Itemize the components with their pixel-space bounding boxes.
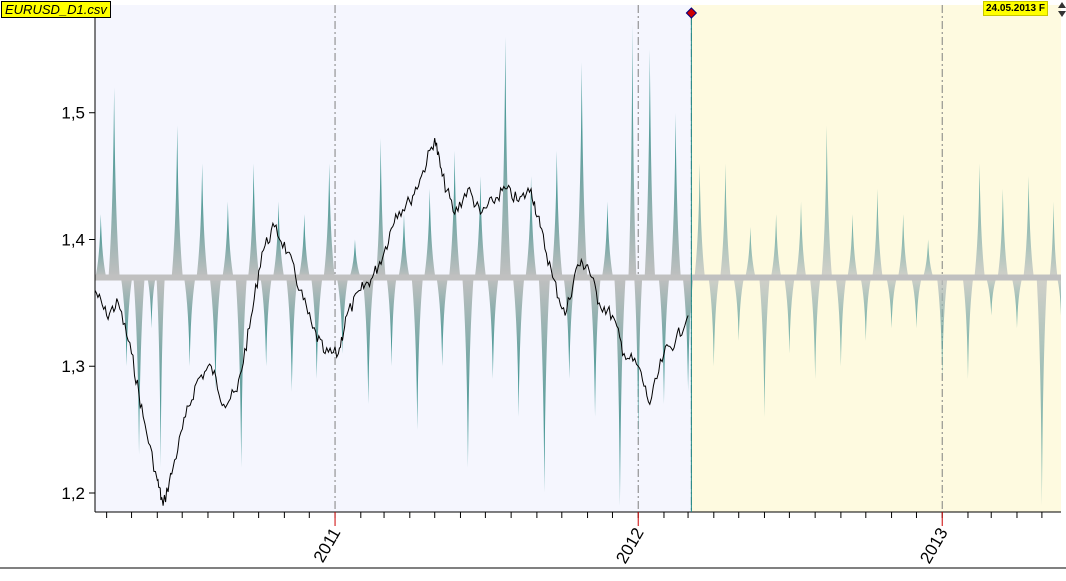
indicator-peak	[525, 176, 537, 278]
indicator-peak	[628, 24, 637, 278]
indicator-peak	[349, 239, 361, 278]
indicator-peak	[694, 163, 705, 278]
indicator-peak	[436, 277, 448, 367]
indicator-peak	[962, 277, 974, 379]
indicator-peak	[759, 277, 770, 417]
indicator-peak	[120, 277, 133, 367]
indicator-peak	[1036, 277, 1048, 506]
indicator-peak	[336, 277, 349, 354]
indicator-peak	[108, 87, 120, 278]
baseline	[95, 274, 1061, 281]
indicator-peak	[563, 277, 575, 379]
triangle-down-icon[interactable]	[1058, 11, 1066, 17]
indicator-peak	[720, 163, 731, 278]
indicator-peak	[847, 214, 858, 278]
y-tick-label: 1,2	[61, 484, 85, 503]
y-tick-label: 1,4	[61, 230, 85, 249]
x-tick-label: 2013	[916, 525, 951, 567]
indicator-peak	[474, 176, 487, 278]
x-tick-label: 2011	[310, 525, 345, 566]
indicator-peak	[323, 163, 335, 278]
indicator-peak	[260, 277, 272, 367]
indicator-peak	[974, 163, 985, 278]
indicator-peak	[614, 277, 626, 506]
indicator-peak	[644, 49, 656, 278]
indicator-peak	[821, 125, 833, 278]
indicator-peak	[222, 201, 234, 278]
indicator-peak	[589, 277, 601, 417]
indicator-peak	[272, 201, 285, 278]
scroll-arrows[interactable]	[1058, 0, 1066, 18]
indicator-peak	[209, 277, 222, 392]
indicator-peak	[95, 214, 107, 278]
indicator-peak	[835, 277, 847, 367]
indicator-peak	[411, 277, 423, 430]
indicator-peak	[601, 201, 614, 278]
file-label: EURUSD_D1.csv	[1, 1, 111, 18]
indicator-peak	[682, 277, 694, 392]
indicator-peak	[922, 239, 934, 278]
indicator-peak	[386, 277, 397, 367]
history-background	[95, 5, 692, 512]
indicator-peak	[997, 188, 1009, 278]
indicator-peak	[156, 277, 165, 468]
indicator-peak	[658, 277, 670, 405]
indicator-peak	[196, 163, 208, 278]
indicator-peak	[248, 163, 260, 278]
baseline-band	[95, 274, 1061, 281]
indicator-peak	[670, 112, 681, 278]
indicator-peak	[362, 277, 374, 405]
indicator-peak	[487, 277, 499, 379]
indicator-peak	[1011, 277, 1023, 329]
indicator-peak	[872, 188, 883, 278]
indicator-peak	[936, 277, 948, 379]
indicator-peak	[985, 277, 997, 316]
indicator-peak	[184, 277, 196, 367]
indicator-peak	[576, 62, 588, 278]
indicator-peak	[897, 214, 909, 278]
indicator-peak	[745, 226, 756, 278]
indicator-peak	[499, 36, 511, 278]
x-tick-label: 2012	[612, 525, 647, 567]
indicator-peak	[538, 277, 550, 493]
indicator-peak	[860, 277, 872, 341]
forecast-marker	[685, 7, 698, 512]
indicator-peak	[733, 277, 744, 341]
indicator-peak	[462, 277, 474, 468]
price-series	[95, 138, 689, 506]
indicator-peak	[298, 214, 310, 278]
indicator-peak	[1057, 277, 1061, 316]
indicator-peak	[886, 277, 897, 329]
price-line	[95, 138, 689, 506]
indicator-peak	[398, 214, 410, 278]
current-date-label: 24.05.2013 F	[983, 1, 1048, 16]
indicator-peak	[147, 277, 156, 329]
indicator-peak	[795, 201, 807, 278]
indicator-peak	[784, 277, 795, 354]
indicator-peak	[311, 277, 323, 379]
indicator-peak	[513, 277, 525, 417]
indicator-peak	[171, 125, 183, 278]
indicator-peak	[708, 277, 720, 367]
indicator-peak	[551, 150, 563, 278]
indicator-peak	[375, 138, 386, 278]
y-tick-label: 1,5	[61, 104, 85, 123]
indicator-peak	[911, 277, 922, 329]
indicator-peak	[1023, 176, 1034, 278]
indicator-peak	[809, 277, 821, 379]
y-tick-label: 1,3	[61, 357, 85, 376]
triangle-up-icon[interactable]	[1058, 2, 1066, 8]
indicator-peak	[286, 277, 298, 392]
indicator-peak	[1049, 201, 1058, 278]
diamond-marker-icon	[685, 7, 698, 19]
indicator-peak	[770, 214, 782, 278]
indicator-peaks	[95, 24, 1061, 506]
indicator-peak	[424, 188, 436, 278]
indicator-peak	[634, 277, 643, 443]
indicator-peak	[133, 277, 145, 455]
